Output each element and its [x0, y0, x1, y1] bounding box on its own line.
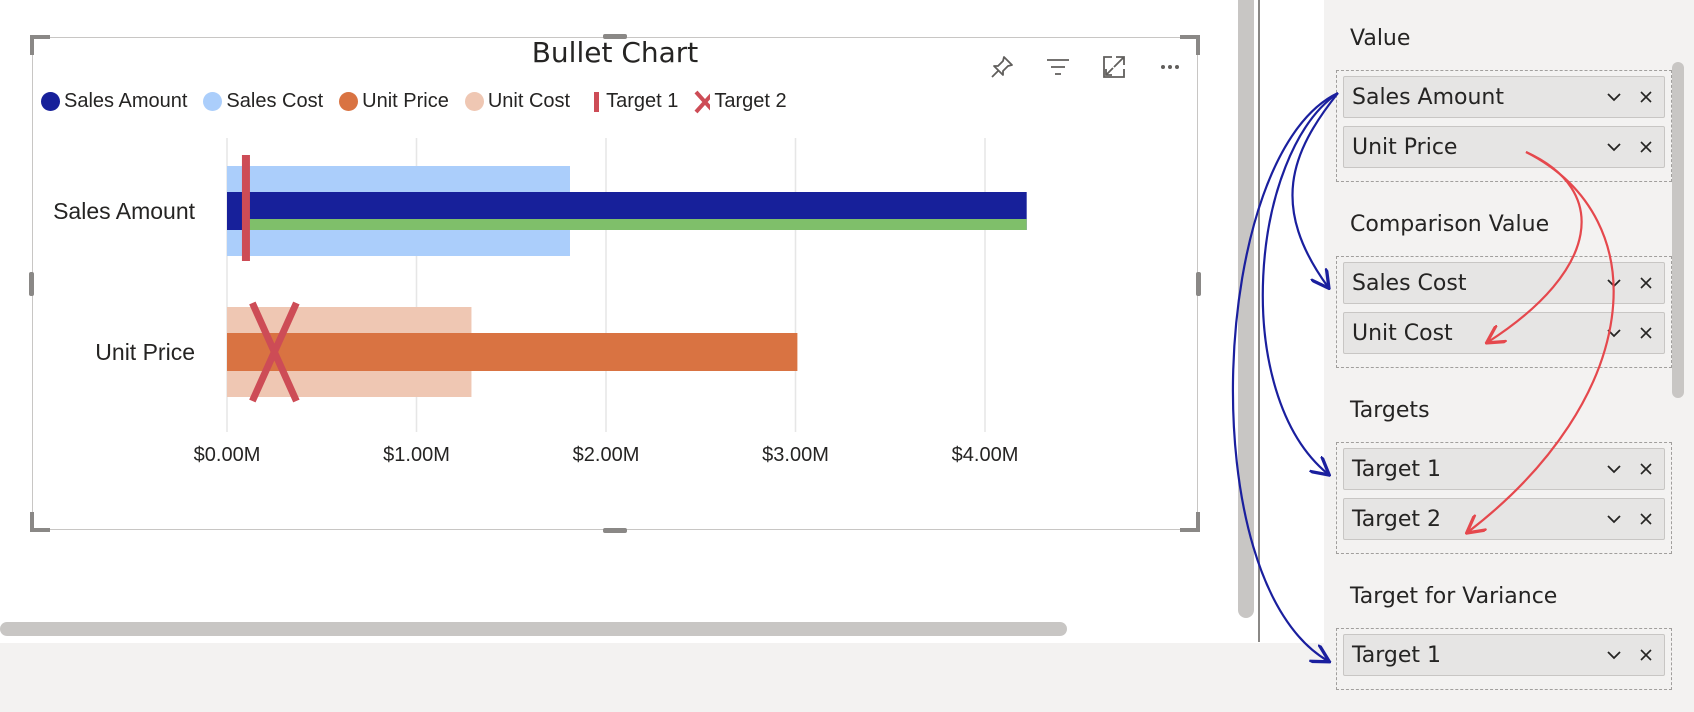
category-label-unit-price: Unit Price — [95, 339, 195, 365]
field-pill-target-1[interactable]: Target 1 — [1343, 634, 1665, 676]
filter-icon — [1047, 59, 1069, 75]
field-pill-label: Target 2 — [1352, 506, 1442, 532]
chevron-down-icon[interactable] — [1598, 267, 1630, 299]
bullet-chart-visual[interactable]: $0.00M $1.00M $2.00M $3.00M $4.00M Sales Amou… — [29, 34, 1201, 533]
remove-field-icon[interactable] — [1630, 503, 1662, 535]
field-pill-label: Sales Cost — [1352, 270, 1467, 296]
chevron-down-icon[interactable] — [1598, 317, 1630, 349]
pin-icon — [991, 56, 1013, 78]
field-pill-sales-amount[interactable]: Sales Amount — [1343, 76, 1665, 118]
legend-marker-sales-cost — [203, 92, 223, 111]
field-pill-label: Sales Amount — [1352, 84, 1505, 110]
visual-header — [983, 48, 1189, 86]
x-tick-label: $0.00M — [194, 444, 261, 466]
target-marker-target-1[interactable] — [241, 155, 250, 261]
legend-label: Sales Amount — [64, 90, 188, 112]
x-tick-label: $1.00M — [383, 444, 450, 466]
filter-button[interactable] — [1039, 48, 1077, 86]
remove-field-icon[interactable] — [1630, 267, 1662, 299]
pin-visual-button[interactable] — [983, 48, 1021, 86]
chevron-down-icon[interactable] — [1598, 503, 1630, 535]
more-options-button[interactable] — [1151, 48, 1189, 86]
resize-corner-bottom-left[interactable] — [30, 512, 50, 532]
field-pill-sales-cost[interactable]: Sales Cost — [1343, 262, 1665, 304]
x-tick-label: $2.00M — [573, 444, 640, 466]
field-pill-target-2[interactable]: Target 2 — [1343, 498, 1665, 540]
field-well-comparison-value[interactable]: Sales Cost Unit Cost — [1336, 256, 1672, 368]
field-well-value[interactable]: Sales Amount Unit Price — [1336, 70, 1672, 182]
pane-divider[interactable] — [1258, 0, 1260, 642]
chevron-down-icon[interactable] — [1598, 453, 1630, 485]
field-well-target-for-variance[interactable]: Target 1 — [1336, 628, 1672, 690]
legend-item-sales-amount[interactable]: Sales Amount — [41, 90, 187, 113]
legend-item-target-1[interactable]: Target 1 — [586, 90, 678, 113]
resize-handle-right[interactable] — [1196, 272, 1201, 296]
well-title-targets: Targets — [1350, 398, 1430, 423]
category-label-sales-amount: Sales Amount — [53, 198, 196, 224]
legend-marker-target-2 — [694, 90, 711, 113]
field-pill-label: Unit Price — [1352, 134, 1458, 160]
chevron-down-icon[interactable] — [1598, 131, 1630, 163]
field-pill-unit-price[interactable]: Unit Price — [1343, 126, 1665, 168]
field-pill-label: Unit Cost — [1352, 320, 1453, 346]
legend-item-sales-cost[interactable]: Sales Cost — [203, 90, 323, 113]
variance-bar-sales-amount[interactable] — [245, 219, 1027, 230]
chart-title: Bullet Chart — [531, 36, 699, 69]
legend-label: Unit Cost — [487, 90, 571, 112]
legend-marker-unit-cost — [464, 92, 484, 111]
legend-label: Unit Price — [362, 90, 449, 112]
horizontal-scrollbar[interactable] — [0, 622, 1067, 636]
legend-label: Sales Cost — [226, 90, 324, 112]
remove-field-icon[interactable] — [1630, 81, 1662, 113]
status-strip — [0, 643, 1324, 712]
remove-field-icon[interactable] — [1630, 131, 1662, 163]
more-options-icon — [1161, 65, 1179, 69]
well-title-comparison-value: Comparison Value — [1350, 212, 1550, 237]
resize-corner-bottom-right[interactable] — [1180, 512, 1200, 532]
vertical-scrollbar[interactable] — [1238, 0, 1254, 618]
resize-handle-bottom[interactable] — [603, 528, 627, 533]
legend-label: Target 1 — [606, 90, 679, 112]
legend-item-target-2[interactable]: Target 2 — [694, 90, 787, 113]
fields-pane: Value Sales Amount Unit Price Comparison Va… — [1324, 0, 1694, 712]
resize-corner-top-right[interactable] — [1180, 35, 1200, 55]
focus-mode-button[interactable] — [1095, 48, 1133, 86]
resize-handle-top[interactable] — [603, 34, 627, 39]
legend-marker-target-1 — [586, 91, 602, 113]
legend-marker-sales-amount — [41, 92, 60, 111]
field-pill-label: Target 1 — [1352, 456, 1442, 482]
resize-handle-left[interactable] — [29, 272, 34, 296]
x-tick-label: $3.00M — [762, 444, 829, 466]
remove-field-icon[interactable] — [1630, 639, 1662, 671]
remove-field-icon[interactable] — [1630, 317, 1662, 349]
target-marker-target-2[interactable] — [249, 301, 300, 403]
field-pill-target-1[interactable]: Target 1 — [1343, 448, 1665, 490]
remove-field-icon[interactable] — [1630, 453, 1662, 485]
chevron-down-icon[interactable] — [1598, 639, 1630, 671]
legend-marker-unit-price — [339, 92, 359, 111]
legend-item-unit-price[interactable]: Unit Price — [339, 90, 449, 113]
chart-plot: $0.00M $1.00M $2.00M $3.00M $4.00M Sales Amou… — [53, 138, 1027, 466]
chart-legend: Sales Amount Sales Cost Unit Price Unit Cos… — [41, 90, 803, 113]
resize-corner-top-left[interactable] — [30, 35, 50, 55]
focus-mode-icon — [1103, 56, 1125, 78]
value-bar-unit-price[interactable] — [227, 333, 798, 371]
field-pill-label: Target 1 — [1352, 642, 1442, 668]
legend-item-unit-cost[interactable]: Unit Cost — [464, 90, 571, 113]
well-title-value: Value — [1350, 26, 1411, 51]
well-title-target-for-variance: Target for Variance — [1350, 584, 1558, 609]
x-tick-label: $4.00M — [952, 444, 1019, 466]
chevron-down-icon[interactable] — [1598, 81, 1630, 113]
field-pill-unit-cost[interactable]: Unit Cost — [1343, 312, 1665, 354]
field-well-targets[interactable]: Target 1 Target 2 — [1336, 442, 1672, 554]
legend-label: Target 2 — [714, 90, 787, 112]
pane-scrollbar[interactable] — [1672, 62, 1684, 398]
